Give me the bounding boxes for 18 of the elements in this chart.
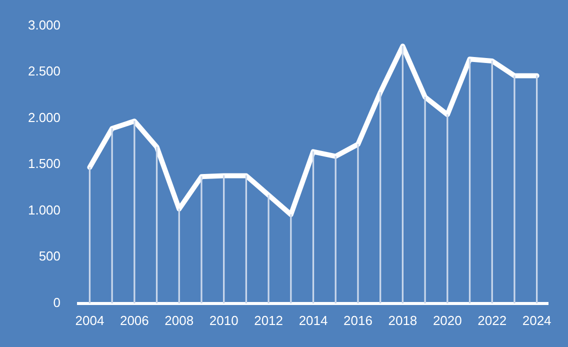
x-tick-label: 2020 <box>432 312 462 328</box>
y-tick-label: 500 <box>38 248 61 264</box>
y-tick-label: 1.500 <box>28 156 61 172</box>
x-tick-label: 2004 <box>75 312 104 328</box>
y-tick-label: 0 <box>53 294 61 310</box>
x-tick-label: 2024 <box>522 312 552 328</box>
y-tick-label: 2.000 <box>28 110 61 125</box>
x-tick-label: 2016 <box>344 312 372 328</box>
y-tick-label: 1.000 <box>28 202 61 218</box>
y-tick-label: 3.000 <box>28 17 61 32</box>
x-tick-label: 2014 <box>298 312 328 328</box>
y-tick-label: 2.500 <box>28 64 61 79</box>
x-tick-label: 2012 <box>254 312 284 328</box>
x-tick-label: 2010 <box>209 312 238 328</box>
x-tick-label: 2018 <box>388 312 418 328</box>
x-tick-label: 2008 <box>164 312 194 328</box>
x-tick-label: 2006 <box>120 312 149 328</box>
x-tick-label: 2022 <box>478 312 507 328</box>
